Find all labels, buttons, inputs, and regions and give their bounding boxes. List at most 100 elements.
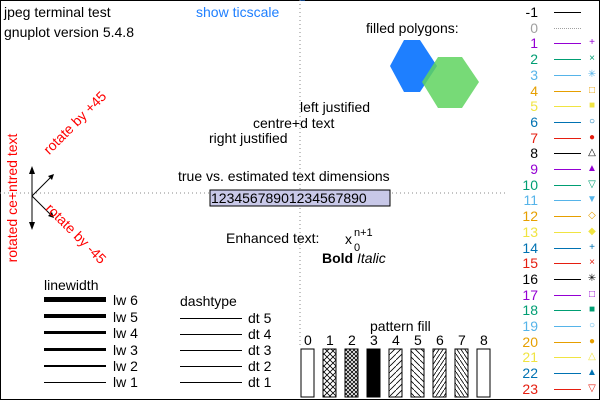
pattern-number-5: 5 [414, 332, 422, 348]
key-point-icon: ◇ [588, 210, 596, 222]
bold-text: Bold [322, 250, 354, 266]
show-ticscale-label: show ticscale [196, 4, 280, 20]
key-label: -1 [525, 4, 538, 20]
dt1-sample [180, 382, 242, 383]
key-point-icon: ■ [588, 304, 596, 316]
key-row: 22 ▲ [507, 365, 600, 382]
key-row: 15 × [507, 255, 600, 271]
lw4-label: lw 4 [113, 325, 138, 341]
key-point-icon: × [589, 257, 595, 269]
key-row: 21 △ [507, 349, 600, 365]
key-point-icon: × [589, 53, 595, 65]
enhanced-subscript: 0 [354, 242, 361, 254]
key-point-icon: ◆ [588, 225, 596, 237]
key-label: 12 [522, 208, 538, 225]
key-point-icon: ■ [588, 100, 596, 112]
key-line-sample [554, 169, 581, 170]
key-row: 7 ● [507, 129, 600, 146]
key-line-sample [554, 90, 581, 92]
key-point-icon: + [589, 241, 595, 253]
key-line-sample [554, 121, 581, 123]
pattern-swatch-2 [344, 348, 359, 398]
lw6-sample [44, 297, 106, 302]
key-row: 23 ▽ [507, 381, 600, 397]
terminal-test-title: jpeg terminal test [4, 4, 111, 20]
arrow-down-head [29, 222, 35, 230]
key-line-sample [554, 310, 581, 312]
key-label: 5 [530, 98, 538, 115]
key-line-sample [554, 216, 581, 218]
key-label: 11 [523, 192, 538, 209]
key-point-icon: ● [588, 131, 596, 143]
key-point-icon: △ [588, 147, 596, 159]
key-line-sample [554, 200, 581, 202]
key-label: 1 [530, 35, 538, 52]
key-line-sample [554, 263, 581, 265]
key-line-sample [554, 153, 581, 155]
pattern-number-1: 1 [326, 332, 334, 348]
key-point-icon: ✳ [587, 68, 597, 80]
key-line-sample [554, 231, 581, 233]
key-point-icon: ▼ [587, 194, 597, 206]
key-row: 10 ▽ [507, 177, 600, 193]
dt5-label: dt 5 [248, 310, 272, 326]
key-row: 6 ○ [507, 114, 600, 130]
dt4-label: dt 4 [248, 326, 272, 342]
key-label: 22 [522, 365, 538, 382]
pattern-number-0: 0 [304, 332, 312, 348]
gnuplot-version-label: gnuplot version 5.4.8 [4, 24, 134, 40]
key-row: 0 [507, 20, 600, 36]
lw2-sample [44, 365, 106, 367]
lw5-label: lw 5 [113, 309, 138, 325]
key-row: 4 □ [507, 83, 600, 99]
pattern-number-2: 2 [348, 332, 356, 348]
key-row: 14 + [507, 239, 600, 256]
key-line-sample [554, 59, 581, 61]
key-point-icon: ▽ [588, 382, 596, 394]
key-row: 18 ■ [507, 302, 600, 318]
key-line-sample [554, 357, 581, 359]
key-label: 17 [522, 286, 538, 303]
dashtype-title: dashtype [180, 293, 237, 309]
key-row: 3 ✳ [507, 66, 600, 83]
bold-italic-sample: Bold Italic [322, 250, 386, 266]
pattern-swatch-0 [300, 348, 315, 398]
key-line-sample [554, 294, 581, 296]
key-label: 3 [530, 66, 538, 83]
key-row: 2 × [507, 51, 600, 67]
key-label: 9 [530, 161, 538, 177]
key-row: 20 ● [507, 333, 600, 350]
lw2-label: lw 2 [113, 358, 138, 374]
filled-polygons-label: filled polygons: [366, 20, 459, 36]
key-row: 13 ◆ [507, 224, 600, 240]
key-line-sample [554, 43, 581, 45]
key-point-icon: ○ [588, 320, 596, 331]
pattern-number-8: 8 [480, 332, 488, 348]
key-point-icon: ✳ [587, 272, 597, 284]
dt2-label: dt 2 [248, 358, 272, 374]
key-label: 14 [522, 239, 538, 256]
key-label: 7 [530, 129, 538, 146]
key-label: 20 [522, 333, 538, 350]
left-justified-text: left justified [300, 99, 371, 115]
pattern-number-4: 4 [392, 332, 400, 348]
text-dimensions-label: true vs. estimated text dimensions [178, 168, 390, 184]
pattern-swatch-7 [454, 348, 469, 398]
pattern-swatch-8 [476, 348, 491, 398]
key-row: 9 ▲ [507, 161, 600, 177]
key-line-sample [554, 184, 581, 186]
lw6-label: lw 6 [113, 292, 138, 308]
key-label: 19 [522, 318, 538, 334]
key-point-icon: ▽ [588, 178, 596, 190]
key-line-sample [554, 373, 581, 375]
text-dimensions-sample: 12345678901234567890 [211, 190, 367, 206]
italic-text: Italic [357, 250, 386, 266]
key-line-sample [554, 137, 581, 139]
pattern-fill-title: pattern fill [370, 318, 431, 334]
key-line-sample [554, 247, 581, 249]
key-line-sample [554, 106, 581, 108]
dt1-label: dt 1 [248, 374, 272, 390]
arrow-minus45 [31, 195, 51, 215]
